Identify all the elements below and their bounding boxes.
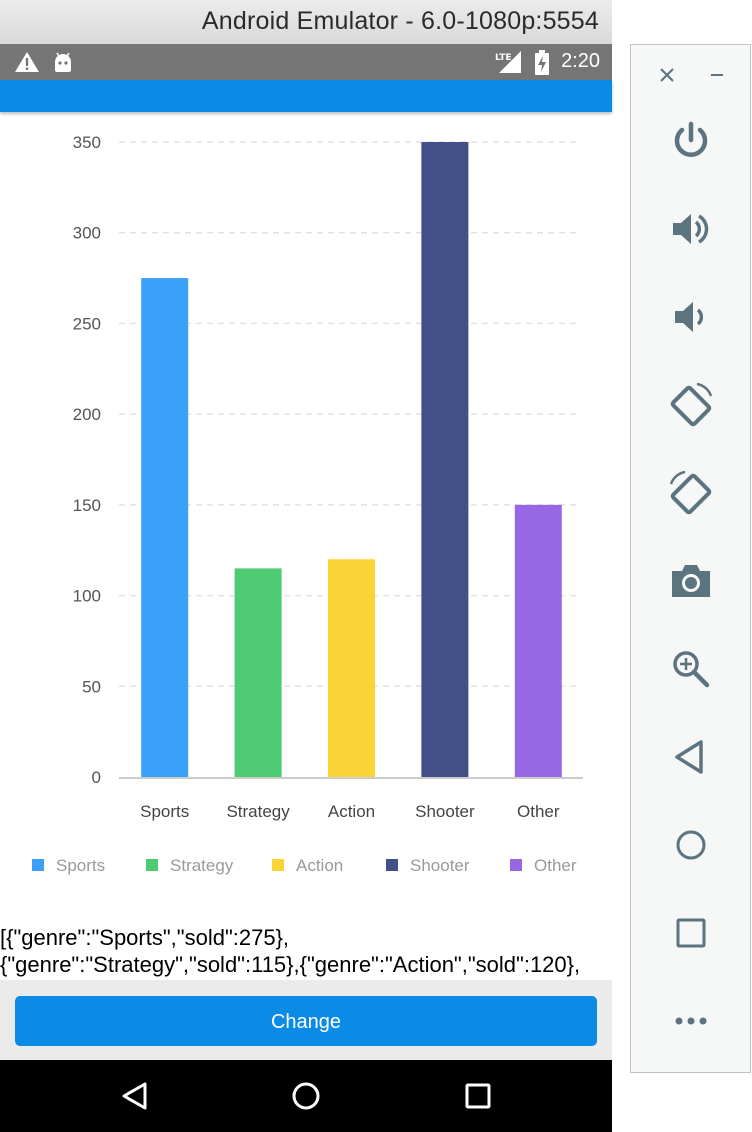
chart-grid bbox=[119, 141, 583, 779]
back-icon[interactable] bbox=[115, 1076, 155, 1116]
volume-down-icon[interactable] bbox=[667, 293, 715, 341]
overview-icon[interactable] bbox=[667, 909, 715, 957]
phone-screen: LTE 2:20 0 50 100 150 200 250 300 350 Sports Str… bbox=[0, 44, 612, 1132]
x-tick-label: Action bbox=[328, 802, 375, 821]
window-title: Android Emulator - 6.0-1080p:5554 bbox=[201, 7, 599, 35]
status-bar: LTE 2:20 bbox=[0, 44, 612, 80]
legend-label: Strategy bbox=[170, 856, 234, 875]
json-output-line: [{"genre":"Sports","sold":275}, bbox=[0, 925, 290, 950]
action-bar bbox=[0, 80, 612, 112]
change-button[interactable]: Change bbox=[15, 996, 597, 1046]
y-axis-ticks: 0 50 100 150 200 250 300 350 bbox=[73, 133, 101, 787]
y-tick-label: 0 bbox=[92, 768, 101, 787]
legend-swatch bbox=[146, 859, 158, 871]
home-icon[interactable] bbox=[667, 821, 715, 869]
y-tick-label: 350 bbox=[73, 133, 101, 152]
legend-item-shooter[interactable]: Shooter bbox=[386, 856, 470, 875]
chart-legend: Sports Strategy Action Shooter Other bbox=[32, 856, 577, 875]
x-tick-label: Shooter bbox=[415, 802, 475, 821]
rotate-right-icon[interactable] bbox=[667, 469, 715, 517]
legend-swatch bbox=[272, 859, 284, 871]
rotate-left-icon[interactable] bbox=[667, 381, 715, 429]
status-time: 2:20 bbox=[561, 50, 600, 72]
legend-swatch bbox=[510, 859, 522, 871]
legend-swatch bbox=[386, 859, 398, 871]
bar-strategy[interactable] bbox=[234, 568, 282, 777]
zoom-icon[interactable] bbox=[667, 645, 715, 693]
window-title-bar: Android Emulator - 6.0-1080p:5554 bbox=[0, 0, 612, 45]
legend-item-sports[interactable]: Sports bbox=[32, 856, 105, 875]
bar-sports[interactable] bbox=[141, 278, 189, 777]
back-icon[interactable] bbox=[667, 733, 715, 781]
battery-charging-icon bbox=[534, 50, 550, 81]
x-axis-ticks: Sports Strategy Action Shooter Other bbox=[140, 802, 560, 821]
json-output-line: {"genre":"Strategy","sold":115},{"genre"… bbox=[0, 952, 581, 977]
legend-label: Action bbox=[296, 856, 343, 875]
power-icon[interactable] bbox=[667, 117, 715, 165]
close-icon[interactable] bbox=[655, 63, 679, 87]
minimize-icon[interactable] bbox=[705, 63, 729, 87]
legend-item-other[interactable]: Other bbox=[510, 856, 577, 875]
bar-shooter[interactable] bbox=[421, 142, 469, 777]
json-output: [{"genre":"Sports","sold":275}, {"genre"… bbox=[0, 924, 612, 980]
y-tick-label: 300 bbox=[73, 224, 101, 243]
y-tick-label: 100 bbox=[73, 587, 101, 606]
chart-bars bbox=[141, 142, 562, 777]
x-tick-label: Other bbox=[517, 802, 560, 821]
lte-signal-icon: LTE bbox=[494, 49, 522, 80]
x-tick-label: Sports bbox=[140, 802, 189, 821]
recents-icon[interactable] bbox=[458, 1076, 498, 1116]
y-tick-label: 50 bbox=[82, 677, 101, 696]
warning-icon bbox=[14, 51, 40, 78]
legend-label: Shooter bbox=[410, 856, 470, 875]
more-icon[interactable] bbox=[667, 997, 715, 1045]
y-tick-label: 200 bbox=[73, 405, 101, 424]
home-icon[interactable] bbox=[286, 1076, 326, 1116]
y-tick-label: 150 bbox=[73, 496, 101, 515]
bar-action[interactable] bbox=[328, 559, 375, 777]
legend-swatch bbox=[32, 859, 44, 871]
x-tick-label: Strategy bbox=[226, 802, 290, 821]
legend-label: Other bbox=[534, 856, 577, 875]
svg-text:LTE: LTE bbox=[495, 53, 512, 63]
volume-up-icon[interactable] bbox=[667, 205, 715, 253]
android-icon bbox=[52, 50, 74, 79]
camera-icon[interactable] bbox=[667, 557, 715, 605]
navigation-bar bbox=[0, 1060, 612, 1132]
y-tick-label: 250 bbox=[73, 314, 101, 333]
bar-other[interactable] bbox=[514, 504, 562, 777]
bar-chart: 0 50 100 150 200 250 300 350 Sports Strategy Acti… bbox=[32, 133, 583, 875]
legend-item-strategy[interactable]: Strategy bbox=[146, 856, 234, 875]
legend-item-action[interactable]: Action bbox=[272, 856, 343, 875]
emulator-toolbar bbox=[630, 44, 751, 1073]
button-bar: Change bbox=[0, 980, 612, 1060]
legend-label: Sports bbox=[56, 856, 105, 875]
